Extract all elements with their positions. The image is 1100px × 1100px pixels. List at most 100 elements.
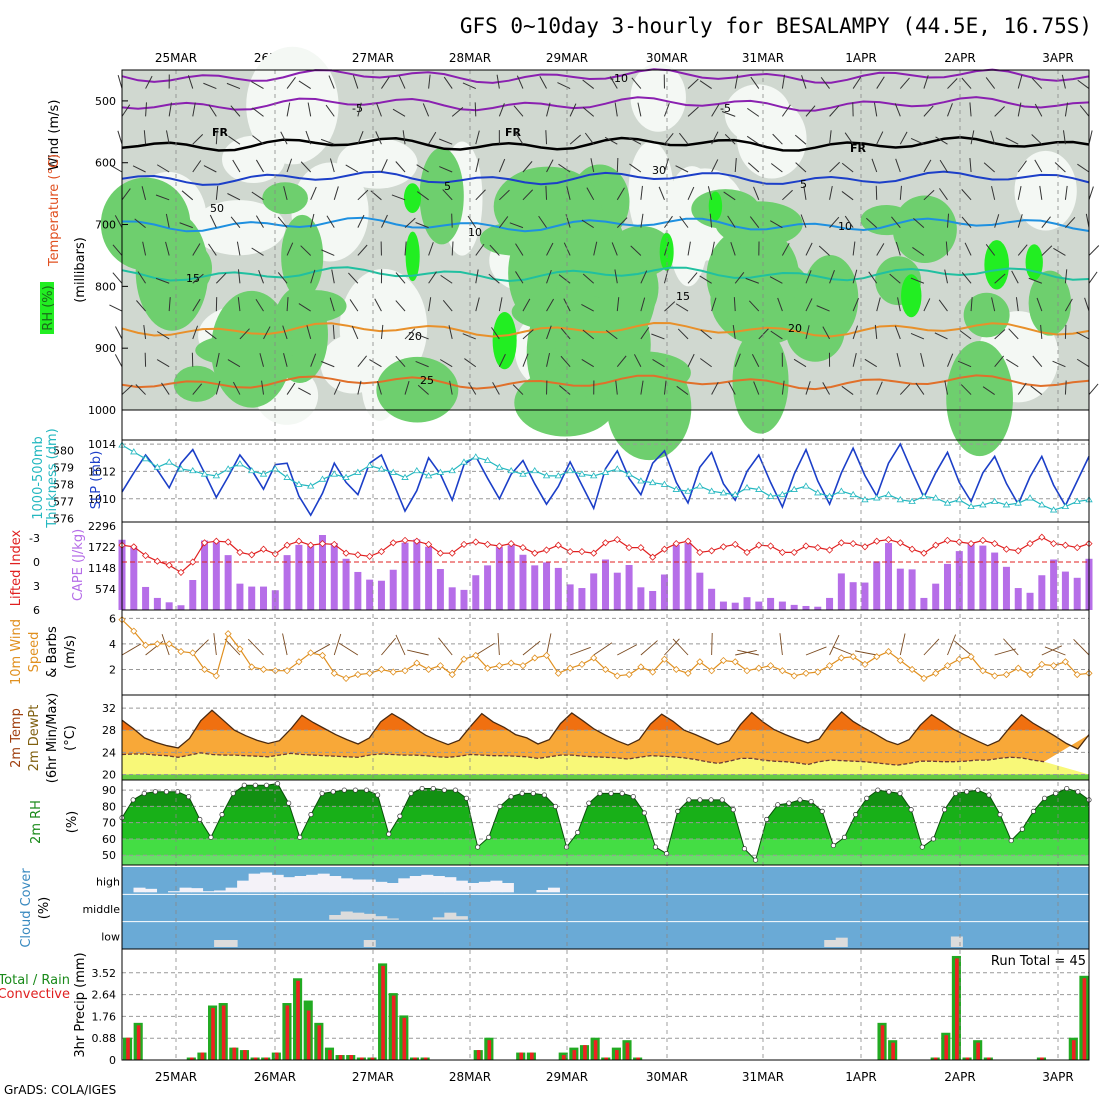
wind-barb [121, 104, 131, 117]
wind-speed-point [519, 662, 527, 670]
li-tick-label: 6 [33, 604, 40, 617]
contour-label: 5 [444, 180, 451, 193]
dewpoint-line [121, 752, 1045, 766]
wind-speed-point [531, 654, 539, 662]
wind-barb [498, 103, 505, 117]
precip-convective-bar [519, 1052, 524, 1060]
cape-bar [165, 602, 173, 610]
wind-barb [352, 75, 359, 89]
rh2m-point [375, 792, 381, 798]
wind-barb [947, 103, 953, 117]
thickness-point [990, 497, 999, 504]
thickness-point [236, 460, 244, 467]
wind-barb [1088, 130, 1093, 145]
rh-moist-area [706, 225, 800, 327]
rh2m-point [141, 790, 147, 796]
cape-bar [743, 597, 751, 610]
wind-speed-point [460, 655, 468, 663]
wind-barb [192, 133, 204, 145]
wind-barb [1084, 297, 1090, 312]
wind-barb [282, 325, 288, 340]
wind-barb [758, 328, 769, 340]
wind-barb [709, 213, 713, 228]
wind-barb [895, 241, 901, 256]
lifted-index-point [413, 537, 421, 545]
rh-moist-area [511, 292, 615, 332]
wind-barb [415, 360, 429, 368]
thickness-point [802, 482, 810, 489]
wind-barb [310, 353, 317, 367]
precip-tick-label: 1.76 [92, 1010, 117, 1023]
precip-convective-bar [328, 1050, 332, 1060]
cape-bar [637, 587, 645, 610]
temperature-line [121, 709, 1090, 750]
lifted-index-point [1050, 540, 1058, 548]
wind-barb [209, 214, 217, 228]
contour-label: 5 [800, 178, 807, 191]
precip-convective-bar [615, 1050, 619, 1060]
wind-barb [1077, 163, 1090, 173]
wind-barb [415, 333, 429, 340]
wind-speed-point [224, 630, 232, 638]
lifted-index-point [837, 539, 845, 547]
wind-speed-point [708, 667, 716, 675]
rh2m-point [908, 807, 914, 813]
wind-barb [985, 77, 996, 89]
cloud-clear-bar [375, 881, 388, 893]
wind-speed-point [1038, 660, 1046, 668]
rh-moist-area [211, 290, 293, 408]
wind-barb [876, 297, 881, 312]
rh2m-point [208, 834, 214, 840]
cloud-level-label: high [96, 876, 120, 889]
wind-barb [546, 352, 551, 367]
cape-bar [672, 544, 680, 610]
wind-barb [237, 269, 241, 284]
wind-barb [404, 217, 416, 229]
rh-saturated-area [984, 240, 1010, 290]
thickness-point [200, 470, 209, 477]
cape-bar [991, 552, 999, 610]
precip-convective-bar [243, 1050, 247, 1060]
rh2m-panel: 90 80 70 60 50 [102, 781, 1092, 865]
cape-bar [330, 543, 338, 610]
wind-speed-point [1026, 671, 1034, 679]
rh2m-point [175, 789, 181, 795]
thickness-point [955, 496, 963, 503]
wind-barb [263, 326, 271, 340]
wind-barb [687, 353, 695, 367]
cape-bar [283, 555, 291, 610]
wind-barb [795, 162, 807, 173]
wind-barb [333, 633, 342, 656]
cloud-clear-bar [478, 881, 491, 893]
wind-barb [864, 358, 877, 368]
wind-barb [770, 220, 783, 229]
cape-bar [625, 565, 633, 610]
thickness-point [283, 473, 291, 480]
wind-barb [897, 297, 901, 312]
rh2m-point [997, 811, 1003, 818]
date-label: 29MAR [546, 1070, 588, 1084]
wind-barb [1036, 297, 1043, 312]
cape-bar [967, 543, 975, 610]
lifted-index-point [743, 548, 751, 556]
wind-barb [899, 383, 911, 395]
wind-barb [1076, 331, 1090, 340]
thickness-tick-label: 577 [53, 496, 74, 509]
isotherm-line [121, 96, 1090, 112]
cape-bar [201, 540, 209, 610]
lifted-index-point [1061, 541, 1069, 549]
cloud-clear-bar [363, 940, 376, 947]
wind-barb [141, 186, 147, 200]
thickness-point [1073, 497, 1081, 504]
wind-barb [1077, 79, 1090, 89]
wind-barb [923, 75, 929, 89]
wind-barb [516, 75, 524, 89]
cape-bar [1038, 575, 1046, 610]
wind-speed-point [177, 648, 185, 656]
lifted-index-point [1026, 540, 1034, 548]
thickness-point [920, 492, 928, 499]
lifted-index-point [613, 536, 621, 544]
wind-barb [298, 303, 311, 312]
rh-dry-area [630, 63, 686, 132]
